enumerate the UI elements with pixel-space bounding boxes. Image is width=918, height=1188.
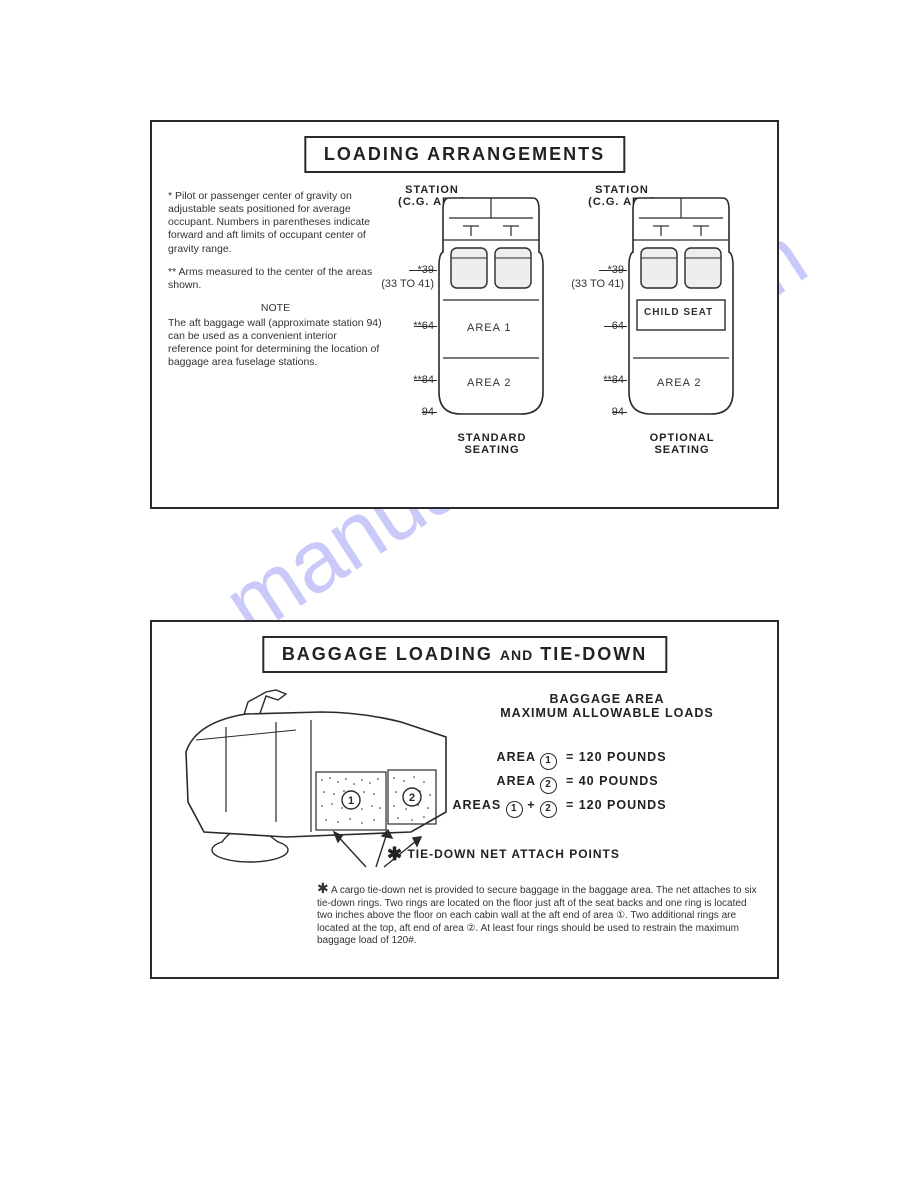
- tiedown-body: A cargo tie-down net is provided to secu…: [317, 885, 757, 946]
- note-body: The aft baggage wall (approximate statio…: [168, 317, 383, 370]
- cabin-right: CHILD SEAT AREA 2: [627, 192, 735, 412]
- l2b: = 40 POUNDS: [566, 774, 659, 788]
- loading-title: LOADING ARRANGEMENTS: [304, 136, 625, 173]
- title-and: AND: [500, 647, 533, 663]
- plus: +: [527, 798, 535, 812]
- l2a: AREA: [497, 774, 536, 788]
- l3b: = 120 POUNDS: [566, 798, 667, 812]
- tr4: [612, 412, 627, 413]
- title-b: TIE-DOWN: [540, 644, 647, 664]
- load-line-3: AREAS 1 + 2 = 120 POUNDS: [447, 798, 757, 818]
- baggage-tiedown-panel: BAGGAGE LOADING AND TIE-DOWN: [150, 620, 779, 979]
- tr3: [604, 380, 627, 381]
- station-ticks-right: *39 (33 TO 41) 64 **84 94: [544, 192, 624, 422]
- note-star: * Pilot or passenger center of gravity o…: [168, 190, 383, 256]
- svg-text:1: 1: [348, 795, 354, 807]
- circ1: 1: [540, 753, 557, 770]
- loads-head1: BAGGAGE AREA: [457, 692, 757, 706]
- title-a: BAGGAGE LOADING: [282, 644, 493, 664]
- notes-block: * Pilot or passenger center of gravity o…: [168, 190, 383, 380]
- load-line-2: AREA 2 = 40 POUNDS: [447, 774, 757, 794]
- tl1: [409, 270, 437, 271]
- circ2b: 2: [540, 801, 557, 818]
- baggage-title: BAGGAGE LOADING AND TIE-DOWN: [262, 636, 667, 673]
- svg-text:2: 2: [409, 792, 415, 804]
- page: manualshive.com LOADING ARRANGEMENTS * P…: [0, 0, 918, 1188]
- cabin-left: AREA 1 AREA 2: [437, 192, 545, 412]
- loading-arrangements-panel: LOADING ARRANGEMENTS * Pilot or passenge…: [150, 120, 779, 509]
- load-line-1: AREA 1 = 120 POUNDS: [447, 750, 757, 770]
- area2-label-left: AREA 2: [467, 377, 512, 389]
- loads-heading: BAGGAGE AREA MAXIMUM ALLOWABLE LOADS: [457, 692, 757, 720]
- tick-range-r: (33 TO 41): [571, 278, 624, 290]
- area2-label-right: AREA 2: [657, 377, 702, 389]
- tr1: [599, 270, 627, 271]
- tl4: [422, 412, 437, 413]
- loads-head2: MAXIMUM ALLOWABLE LOADS: [457, 706, 757, 720]
- tl2: [414, 326, 437, 327]
- tick-range-l: (33 TO 41): [381, 278, 434, 290]
- note-head: NOTE: [168, 302, 383, 315]
- note-dblstar: ** Arms measured to the center of the ar…: [168, 266, 383, 292]
- area1-label-left: AREA 1: [467, 322, 512, 334]
- caption-right: OPTIONALSEATING: [627, 432, 737, 456]
- tiedown-text: ✱ A cargo tie-down net is provided to se…: [317, 880, 757, 948]
- l1b: = 120 POUNDS: [566, 750, 667, 764]
- tl3: [414, 380, 437, 381]
- circ2: 2: [540, 777, 557, 794]
- l1a: AREA: [497, 750, 536, 764]
- circ1b: 1: [506, 801, 523, 818]
- tr2: [604, 326, 627, 327]
- tiedown-label: ✱ TIE-DOWN NET ATTACH POINTS: [387, 844, 620, 865]
- station-ticks-left: *39 (33 TO 41) **64 **84 94: [352, 192, 434, 422]
- tiedown-label-text: TIE-DOWN NET ATTACH POINTS: [407, 847, 619, 861]
- child-seat-label: CHILD SEAT: [644, 307, 713, 318]
- caption-left: STANDARDSEATING: [437, 432, 547, 456]
- l3a: AREAS: [452, 798, 501, 812]
